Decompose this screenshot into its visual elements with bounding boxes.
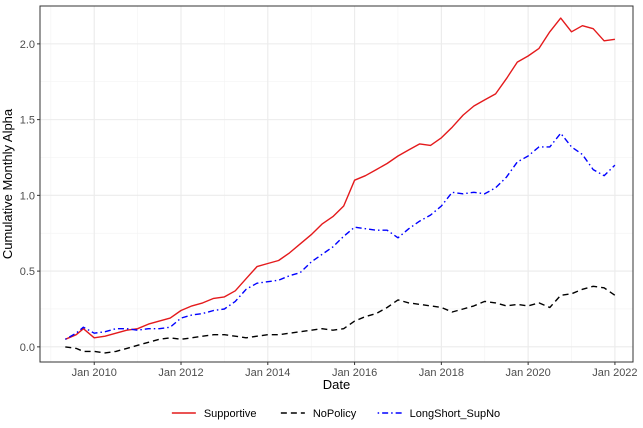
series-layer xyxy=(64,17,616,354)
legend: Supportive NoPolicy LongShort_SupNo xyxy=(171,408,501,420)
grid-major xyxy=(40,6,633,362)
y-tick-label: 2.0 xyxy=(20,39,35,51)
y-axis: 0.0 0.5 1.0 1.5 2.0 xyxy=(20,39,40,354)
series-line-supportive xyxy=(65,17,615,340)
x-tick-label: Jan 2016 xyxy=(332,367,377,379)
series-line-longshort-supno xyxy=(64,132,616,340)
x-axis-title: Date xyxy=(323,377,350,392)
x-tick-label: Jan 2010 xyxy=(72,367,117,379)
grid-minor xyxy=(40,6,633,362)
series-line-nopolicy xyxy=(65,285,616,354)
y-tick-label: 0.0 xyxy=(20,342,35,354)
legend-label: NoPolicy xyxy=(313,408,357,420)
x-axis: Jan 2010 Jan 2012 Jan 2014 Jan 2016 Jan 2018… xyxy=(72,362,638,379)
plot-panel-border xyxy=(39,5,634,363)
y-axis-title: Cumulative Monthly Alpha xyxy=(0,108,15,259)
legend-label: LongShort_SupNo xyxy=(410,408,501,420)
legend-label: Supportive xyxy=(204,408,257,420)
x-tick-label: Jan 2018 xyxy=(419,367,464,379)
x-tick-label: Jan 2014 xyxy=(245,367,290,379)
x-tick-label: Jan 2012 xyxy=(158,367,203,379)
x-tick-label: Jan 2022 xyxy=(592,367,637,379)
x-tick-label: Jan 2020 xyxy=(506,367,551,379)
y-tick-label: 1.5 xyxy=(20,115,35,127)
y-tick-label: 0.5 xyxy=(20,266,35,278)
y-tick-label: 1.0 xyxy=(20,190,35,202)
